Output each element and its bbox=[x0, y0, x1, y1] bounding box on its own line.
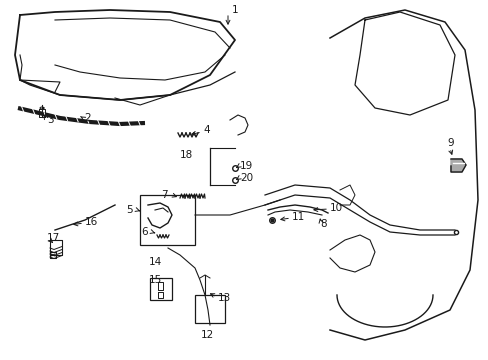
Text: 14: 14 bbox=[149, 257, 162, 267]
Text: 17: 17 bbox=[47, 233, 60, 243]
Text: 7: 7 bbox=[161, 190, 168, 200]
Text: 9: 9 bbox=[446, 138, 453, 148]
Text: 15: 15 bbox=[149, 275, 162, 285]
Bar bbox=[150, 278, 172, 300]
Text: 5: 5 bbox=[126, 205, 133, 215]
Polygon shape bbox=[450, 159, 465, 172]
Text: 2: 2 bbox=[84, 113, 90, 123]
Text: 19: 19 bbox=[240, 161, 253, 171]
Text: 6: 6 bbox=[141, 227, 148, 237]
Text: 12: 12 bbox=[200, 330, 213, 340]
Text: 10: 10 bbox=[329, 203, 343, 213]
Text: 1: 1 bbox=[231, 5, 238, 15]
Text: 18: 18 bbox=[180, 150, 193, 160]
Text: 13: 13 bbox=[218, 293, 231, 303]
Text: 20: 20 bbox=[240, 173, 253, 183]
Text: 8: 8 bbox=[319, 219, 326, 229]
Bar bbox=[195, 295, 224, 323]
Bar bbox=[140, 195, 195, 245]
Text: 4: 4 bbox=[203, 125, 209, 135]
Text: 16: 16 bbox=[85, 217, 98, 227]
Text: 11: 11 bbox=[291, 212, 305, 222]
Text: 3: 3 bbox=[47, 115, 54, 125]
